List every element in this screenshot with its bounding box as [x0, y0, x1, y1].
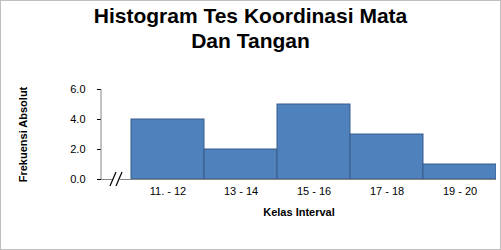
svg-text:6.0: 6.0: [70, 83, 85, 95]
svg-text:0.0: 0.0: [70, 173, 85, 185]
svg-text:19 - 20: 19 - 20: [443, 185, 477, 197]
svg-text:Frekuensi Absolut: Frekuensi Absolut: [17, 86, 29, 182]
html-text:Histogram Tes Koordinasi Mata: Histogram Tes Koordinasi Mata Dan Tangan: [93, 4, 408, 52]
svg-text:2.0: 2.0: [70, 143, 85, 155]
svg-text:15 - 16: 15 - 16: [297, 185, 331, 197]
svg-text:Kelas Interval: Kelas Interval: [263, 206, 335, 218]
svg-text:4.0: 4.0: [70, 113, 85, 125]
svg-text:11. - 12: 11. - 12: [150, 185, 187, 197]
svg-text:13 - 14: 13 - 14: [224, 185, 258, 197]
svg-text:17 - 18: 17 - 18: [370, 185, 404, 197]
